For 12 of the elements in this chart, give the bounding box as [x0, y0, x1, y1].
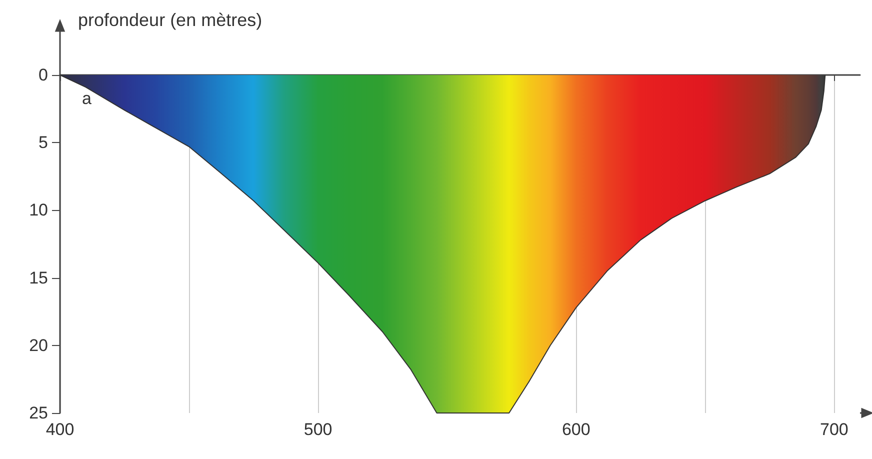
y-tick-label: 20 — [29, 336, 48, 355]
x-tick-label: 600 — [562, 420, 590, 439]
y-axis-title: profondeur (en mètres) — [78, 10, 262, 30]
y-tick-label: 10 — [29, 200, 48, 220]
y-tick-label: 0 — [38, 66, 48, 84]
x-tick-label: 700 — [820, 420, 848, 439]
y-tick-label: 15 — [29, 268, 48, 288]
y-tick-label: 25 — [29, 404, 48, 422]
annotation: a — [82, 89, 92, 109]
x-tick-label: 400 — [46, 420, 74, 439]
x-tick-label: 500 — [304, 420, 332, 439]
y-tick-label: 5 — [38, 133, 48, 152]
